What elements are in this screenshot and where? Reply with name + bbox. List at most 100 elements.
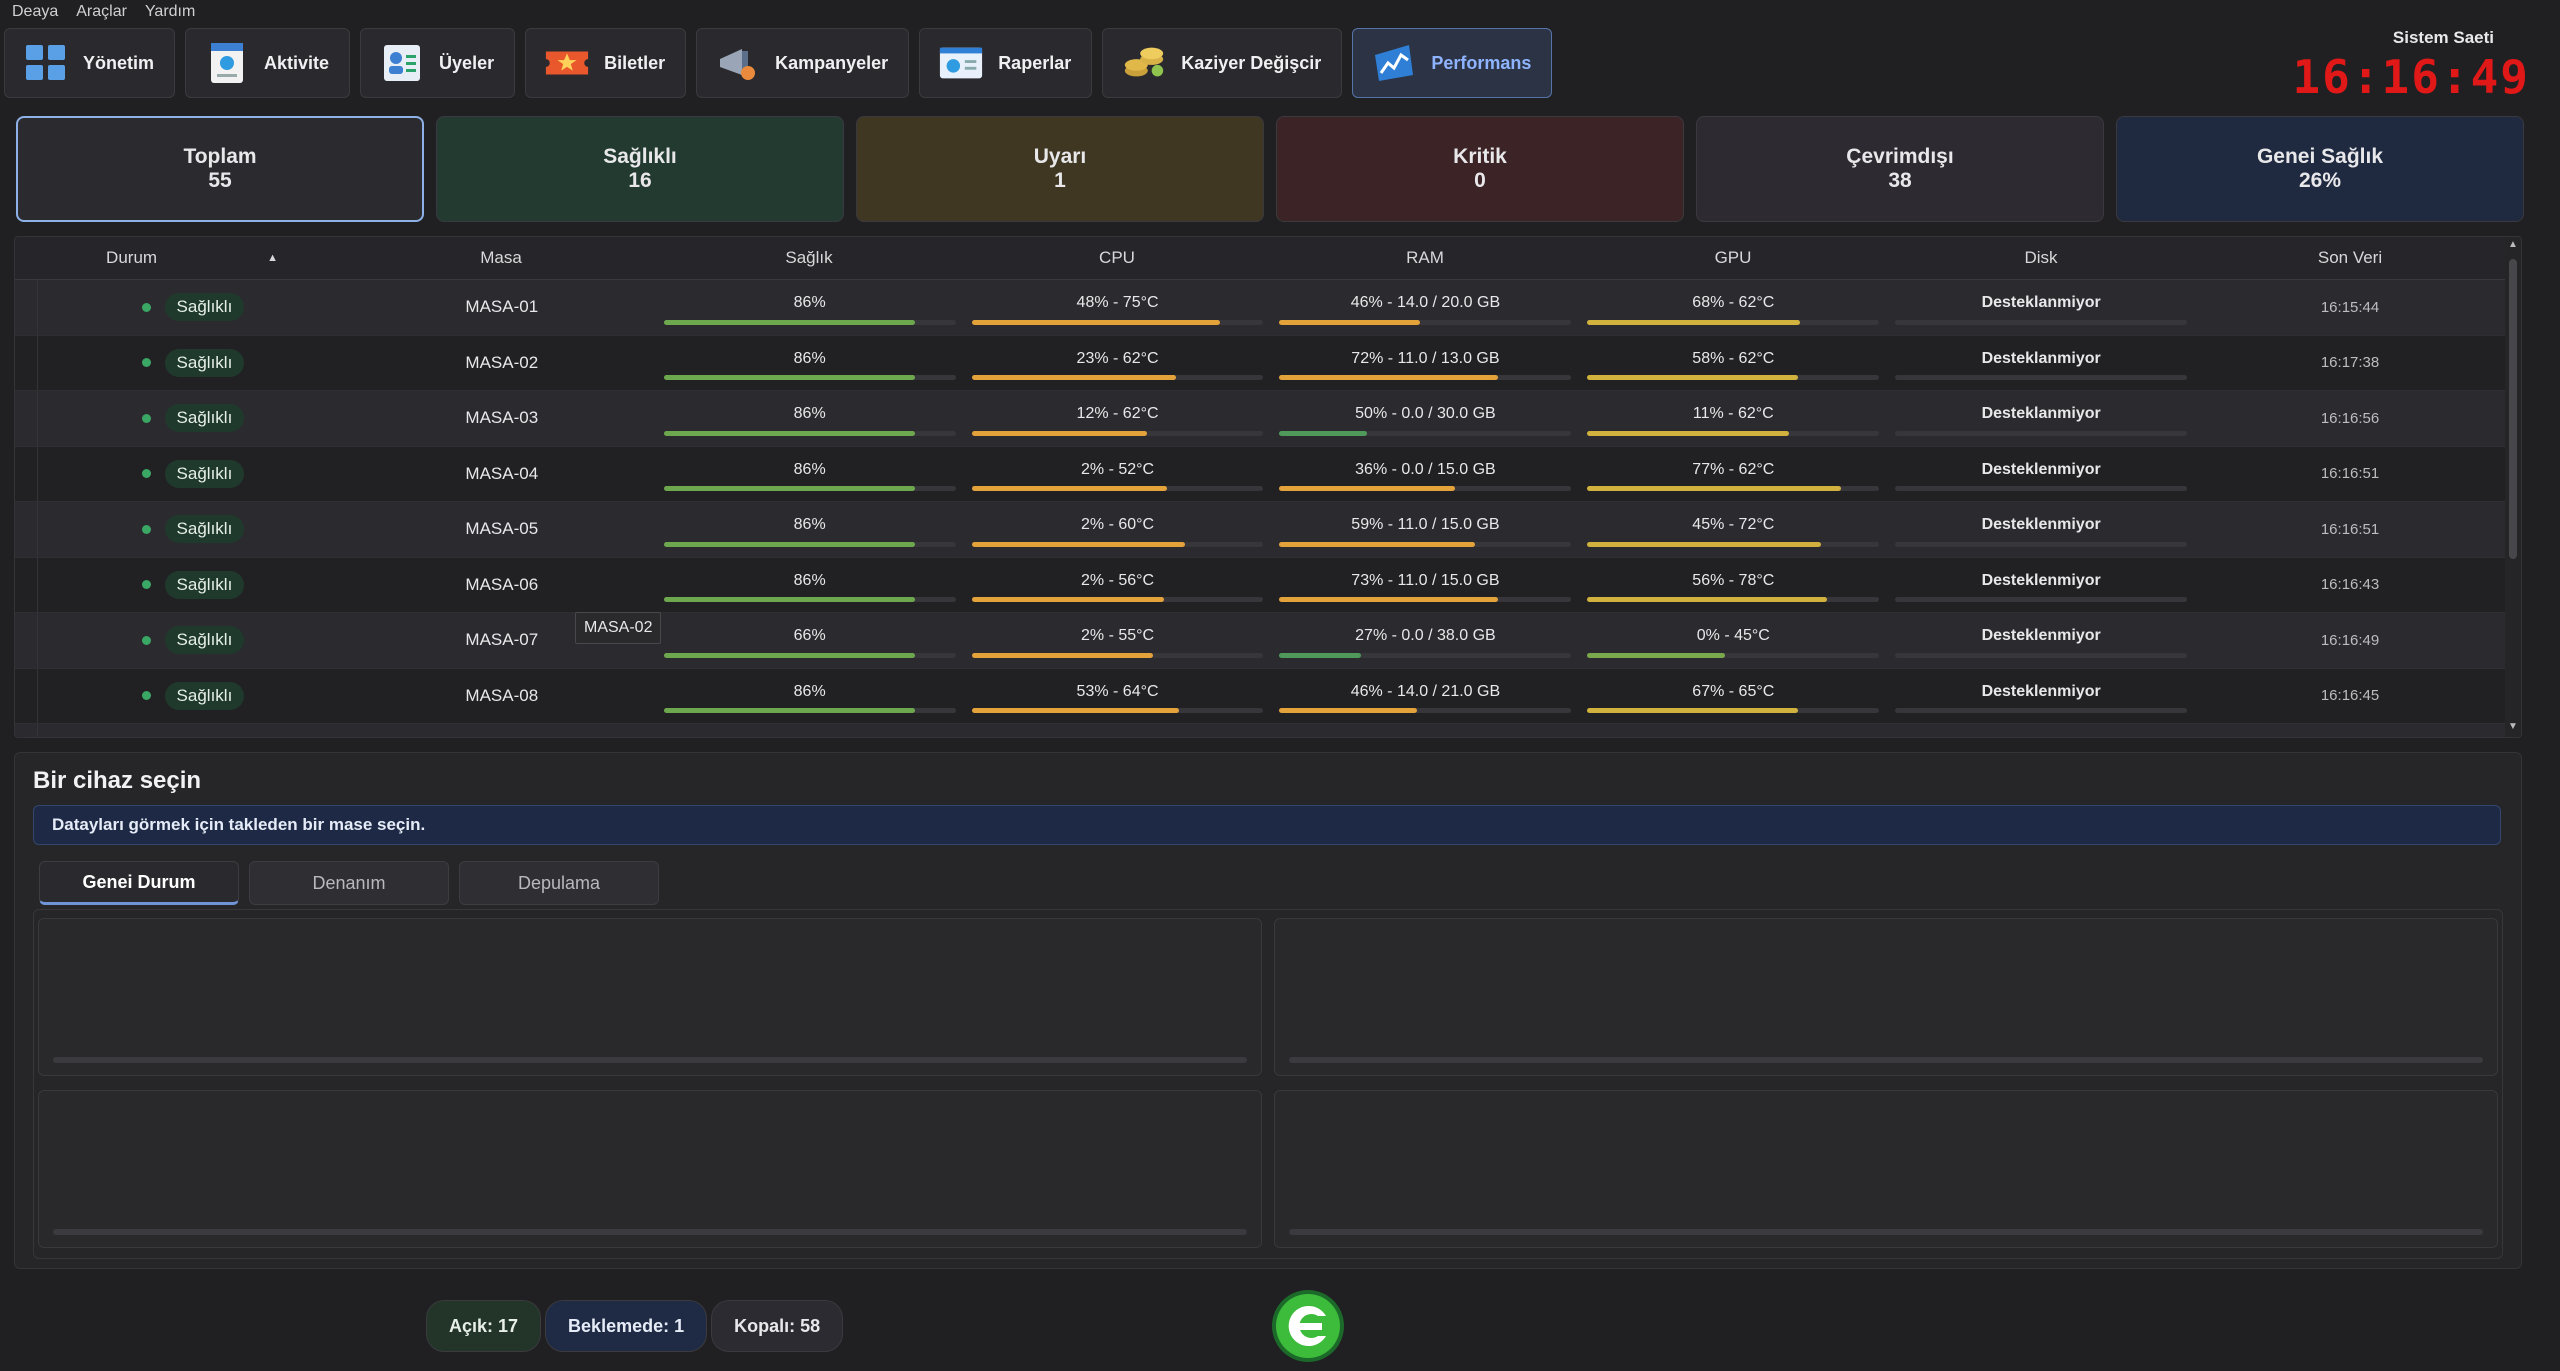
card-total[interactable]: Toplam 55 [16,116,424,222]
nav-raperlar-button[interactable]: Raperlar [919,28,1093,98]
tab-general[interactable]: Genei Durum [39,861,239,905]
row-selector[interactable] [15,335,38,390]
nav-kaziyer-button[interactable]: Kaziyer Değişcir [1102,28,1343,98]
table-row[interactable]: Sağlıklı MASA-01 86% 48% - 75°C 46% - 14.0 /… [15,280,2505,336]
cell-ram: 36% - 0.0 / 15.0 GB [1271,447,1579,502]
cell-cpu: 23% - 62°C [964,336,1272,391]
row-selector[interactable] [15,446,38,501]
header-durum[interactable]: Durum ▲ [106,248,278,267]
last-data-time: 16:16:51 [2320,465,2380,483]
usage-bar [663,652,956,658]
usage-bar [1587,430,1880,436]
nav-kampanyeler-button[interactable]: Kampanyeler [696,28,910,98]
ram-value: 73% - 11.0 / 15.0 GB [1351,571,1500,589]
card-healthy[interactable]: Sağlıklı 16 [436,116,844,222]
cell-cpu: 48% - 75°C [964,280,1272,335]
chart-scrollbar[interactable] [1289,1057,2483,1063]
table-row[interactable]: Sağlıklı MASA-04 86% 2% - 52°C 36% - 0.0 / 1… [15,446,2505,502]
detail-chart-box [38,918,1262,1076]
header-disk[interactable]: Disk [2024,248,2058,267]
table-row[interactable]: Sağlıklı MASA-05 86% 2% - 60°C 59% - 11.0 / … [15,502,2505,558]
last-data-time: 16:16:51 [2320,520,2380,538]
row-selector[interactable] [15,502,38,557]
table-row[interactable]: Sağlıklı MASA-03 86% 12% - 62°C 50% - 0.0 / … [15,391,2505,447]
health-value: 86% [793,682,826,700]
cell-last-data: 16:16:56 [2195,391,2505,446]
header-son-veri[interactable]: Son Veri [2317,248,2383,267]
usage-bar [1895,652,2188,658]
cell-disk: Desteklanmiyor [1887,391,2195,446]
card-general-health[interactable]: Genei Sağlık 26% [2116,116,2524,222]
row-selector[interactable] [15,391,38,446]
tab-hardware[interactable]: Denanım [249,861,449,905]
chart-scrollbar[interactable] [1289,1229,2483,1235]
cell-status: Sağlıklı [38,669,348,724]
health-value: 66% [793,627,826,645]
usage-bar [1279,486,1572,491]
status-open-count[interactable]: Açık: 17 [426,1300,542,1352]
cpu-value: 2% - 52°C [1081,460,1155,478]
card-warning[interactable]: Uyarı 1 [856,116,1264,222]
cell-health: 86% [656,502,964,557]
cell-masa: MASA-08 [465,685,539,705]
cpu-value: 23% - 62°C [1076,349,1159,367]
chart-scrollbar[interactable] [53,1229,1247,1235]
row-selector[interactable] [15,557,38,612]
header-saglik[interactable]: Sağlık [785,248,833,267]
menu-help[interactable]: Yardım [144,3,196,20]
table-row[interactable]: Sağlıklı MASA-07 66% 2% - 55°C 27% - 0.0 / 3… [15,613,2505,669]
grid-body: Sağlıklı MASA-01 86% 48% - 75°C 46% - 14.0 /… [15,280,2505,737]
header-gpu[interactable]: GPU [1714,248,1752,267]
tab-storage[interactable]: Depulama [459,861,659,905]
status-dot-icon [141,580,151,590]
grid-scrollbar[interactable]: ▲ ▼ [2505,237,2521,737]
card-critical[interactable]: Kritik 0 [1276,116,1684,222]
header-ram[interactable]: RAM [1406,248,1444,267]
chart-scrollbar[interactable] [53,1057,1247,1063]
table-row[interactable]: Sağlıklı MASA-0986%14% - 60°C43% - 11.0 /… [15,724,2505,737]
usage-bar [663,486,956,491]
nav-uyeler-button[interactable]: Üyeler [360,28,516,98]
header-cpu[interactable]: CPU [1099,248,1135,267]
cell-status: Sağlıklı [38,391,348,446]
cell-cpu: 2% - 52°C [964,447,1272,502]
status-badge: Sağlıklı [164,404,245,433]
status-broken-count[interactable]: Kopalı: 58 [711,1300,844,1352]
nav-yonetim-button[interactable]: Yönetim [4,28,176,98]
ram-value: 46% - 14.0 / 20.0 GB [1350,294,1501,312]
nav-performans-button[interactable]: Performans [1352,28,1553,98]
cell-status: Sağlıklı [38,613,348,668]
disk-value: Desteklanmiyor [1981,349,2101,367]
table-row[interactable]: Sağlıklı MASA-02 86% 23% - 62°C 72% - 11.0 /… [15,335,2505,391]
summary-cards: Toplam 55 Sağlıklı 16 Uyarı 1 Kritik 0 Ç… [16,116,2524,222]
cpu-value: 2% - 55°C [1081,627,1155,645]
scroll-thumb[interactable] [2509,259,2517,559]
card-value: 55 [208,169,232,192]
row-selector[interactable] [15,280,38,335]
card-offline[interactable]: Çevrimdışı 38 [1696,116,2104,222]
row-selector[interactable] [15,724,38,737]
ram-value: 27% - 0.0 / 38.0 GB [1355,627,1496,645]
nav-biletler-button[interactable]: Biletler [525,28,687,98]
health-value: 86% [793,294,826,312]
cell-disk: Desteklenmiyor [1887,558,2195,613]
ram-value: 59% - 11.0 / 15.0 GB [1351,516,1500,534]
last-data-time: 16:16:49 [2320,631,2380,649]
status-waiting-count[interactable]: Beklemede: 1 [545,1300,708,1352]
cell-masa: MASA-06 [465,574,539,594]
table-row[interactable]: Sağlıklı MASA-08 86% 53% - 64°C 46% - 14.0 /… [15,668,2505,724]
usage-bar [663,375,956,380]
table-row[interactable]: Sağlıklı MASA-06 86% 2% - 56°C 73% - 11.0 / … [15,557,2505,613]
header-masa[interactable]: Masa [480,248,522,267]
menu-tools[interactable]: Araçlar [76,3,127,20]
menu-file[interactable]: Deaya [12,3,59,20]
row-selector[interactable] [15,613,38,668]
row-selector[interactable] [15,668,38,723]
scroll-up-icon[interactable]: ▲ [2508,239,2518,250]
cell-ram: 50% - 0.0 / 30.0 GB [1271,391,1579,446]
detail-chart-box [38,1090,1262,1248]
cell-disk: Desteklenmiyor [1887,613,2195,668]
nav-aktivite-button[interactable]: Aktivite [185,28,351,98]
clock-time: 16:16:49 [2292,50,2530,104]
scroll-down-icon[interactable]: ▼ [2508,721,2518,732]
